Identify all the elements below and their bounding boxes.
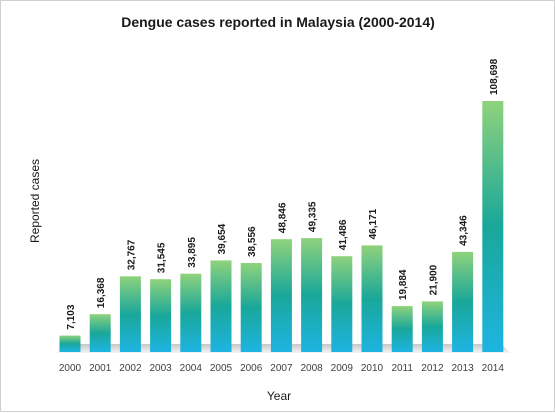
- data-label-2009: 41,486: [338, 219, 349, 250]
- bar-2012: [421, 301, 443, 352]
- x-tick-2008: 2008: [300, 363, 323, 374]
- x-tick-2001: 2001: [89, 363, 112, 374]
- bar-2005: [210, 260, 232, 352]
- data-label-2011: 19,884: [398, 269, 409, 300]
- x-tick-2003: 2003: [149, 363, 172, 374]
- x-tick-2006: 2006: [240, 363, 263, 374]
- data-label-2012: 21,900: [428, 264, 439, 295]
- data-label-2001: 16,368: [96, 277, 107, 308]
- data-label-2003: 31,545: [157, 242, 168, 273]
- bar-2010: [361, 245, 383, 352]
- x-tick-2012: 2012: [421, 363, 444, 374]
- x-tick-2005: 2005: [210, 363, 233, 374]
- x-tick-2014: 2014: [482, 363, 505, 374]
- x-axis-title: Year: [267, 389, 291, 403]
- bar-2002: [119, 276, 141, 352]
- data-label-2004: 33,895: [187, 237, 198, 268]
- bar-2011: [391, 306, 413, 352]
- bar-2009: [331, 256, 353, 352]
- data-label-2002: 32,767: [126, 239, 137, 270]
- bar-2003: [150, 279, 172, 352]
- x-tick-2002: 2002: [119, 363, 142, 374]
- x-tick-2011: 2011: [391, 363, 413, 374]
- data-label-2000: 7,103: [66, 304, 77, 329]
- x-tick-2010: 2010: [361, 363, 384, 374]
- y-axis-title: Reported cases: [28, 159, 42, 243]
- data-label-2008: 49,335: [308, 201, 319, 232]
- bar-2000: [59, 335, 81, 352]
- bar-2013: [452, 251, 474, 352]
- chart-title: Dengue cases reported in Malaysia (2000-…: [121, 14, 435, 30]
- bar-2014: [482, 101, 504, 352]
- data-labels-group: 7,103 16,368 32,767 31,545 33,895 39,654 38,55…: [66, 58, 500, 329]
- data-label-2005: 39,654: [217, 223, 228, 254]
- x-tick-2007: 2007: [270, 363, 293, 374]
- bar-2006: [240, 263, 262, 352]
- data-label-2010: 46,171: [368, 208, 379, 239]
- x-tick-2009: 2009: [331, 363, 354, 374]
- data-label-2014: 108,698: [489, 58, 500, 95]
- x-tick-labels-group: 2000 2001 2002 2003 2004 2005 2006 2007 2008 2009…: [59, 363, 504, 374]
- bar-2007: [270, 239, 292, 352]
- bar-2001: [89, 314, 111, 352]
- bars-group: [59, 101, 504, 352]
- x-tick-2013: 2013: [451, 363, 474, 374]
- data-label-2007: 48,846: [277, 202, 288, 233]
- bar-2004: [180, 273, 202, 352]
- x-tick-2004: 2004: [180, 363, 203, 374]
- bar-2008: [301, 238, 323, 352]
- data-label-2013: 43,346: [459, 215, 470, 246]
- x-tick-2000: 2000: [59, 363, 82, 374]
- data-label-2006: 38,556: [247, 226, 258, 257]
